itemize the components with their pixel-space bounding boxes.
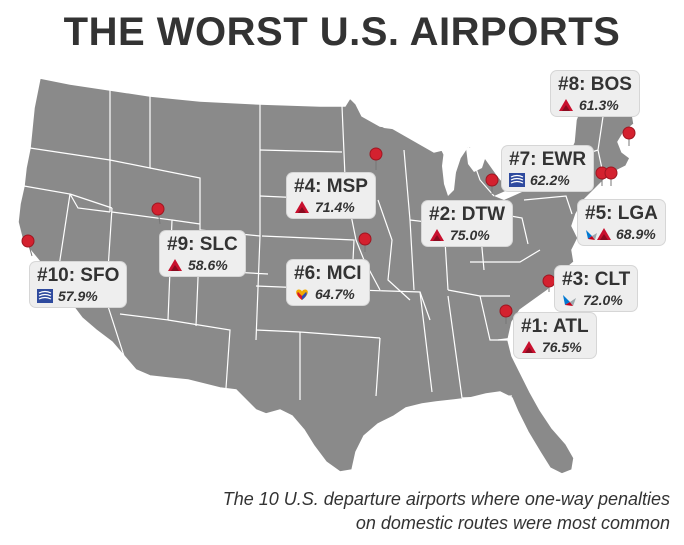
label-dtw: #2: DTW 75.0% [422,201,512,246]
label-mci: #6: MCI 64.7% [287,260,369,305]
lake-michigan [442,150,456,196]
penalty-percent: 76.5% [542,339,582,355]
airport-code: #3: CLT [562,269,631,290]
airport-code: #4: MSP [294,176,368,197]
american-logo-icon [563,295,576,306]
pin-msp [369,147,383,170]
caption-line-1: The 10 U.S. departure airports where one… [222,489,670,509]
caption-line-2: on domestic routes were most common [355,513,670,533]
penalty-percent: 57.9% [58,288,98,304]
airport-code: #7: EWR [509,149,587,170]
map-title: THE WORST U.S. AIRPORTS [63,10,621,54]
delta-logo-icon [559,99,573,111]
penalty-percent: 75.0% [450,227,490,243]
united-logo-icon [37,289,53,303]
delta-logo-icon [430,229,444,241]
penalty-percent: 58.6% [188,257,228,273]
southwest-logo-icon [296,289,308,300]
pin-atl [499,304,513,324]
label-clt: #3: CLT 72.0% [555,266,638,311]
airport-code: #8: BOS [558,74,632,95]
united-logo-icon [509,173,525,187]
penalty-percent: 68.9% [616,226,656,242]
airport-code: #10: SFO [37,265,120,286]
airport-code: #1: ATL [521,316,589,337]
label-sfo: #10: SFO 57.9% [30,262,127,307]
penalty-percent: 62.2% [530,172,570,188]
map-caption: The 10 U.S. departure airports where one… [223,487,670,535]
airport-code: #9: SLC [167,234,238,255]
label-slc: #9: SLC 58.6% [160,231,245,276]
delta-logo-icon [522,341,536,353]
pin-mci [358,232,372,252]
label-bos: #8: BOS 61.3% [551,71,639,116]
delta-logo-icon [168,259,182,271]
pin-slc [151,202,165,225]
delta-logo-icon [295,201,309,213]
airport-code: #6: MCI [294,263,362,284]
label-lga: #5: LGA 68.9% [578,200,665,245]
lake-superior [372,118,432,132]
airport-code: #2: DTW [429,204,505,225]
label-msp: #4: MSP 71.4% [287,173,375,218]
pin-sfo [21,234,35,257]
penalty-percent: 71.4% [315,199,355,215]
penalty-percent: 61.3% [579,97,619,113]
pin-bos [622,126,636,146]
pin-dtw [485,173,499,194]
american-delta-logo-icon [586,228,611,240]
pin-lga [604,166,618,186]
penalty-percent: 64.7% [315,286,355,302]
airport-code: #5: LGA [585,203,658,224]
airport-pins [21,126,636,324]
penalty-percent: 72.0% [583,292,623,308]
pin-clt [542,274,556,292]
label-ewr: #7: EWR 62.2% [502,146,594,191]
lake-huron [466,146,486,172]
label-atl: #1: ATL 76.5% [514,313,596,358]
